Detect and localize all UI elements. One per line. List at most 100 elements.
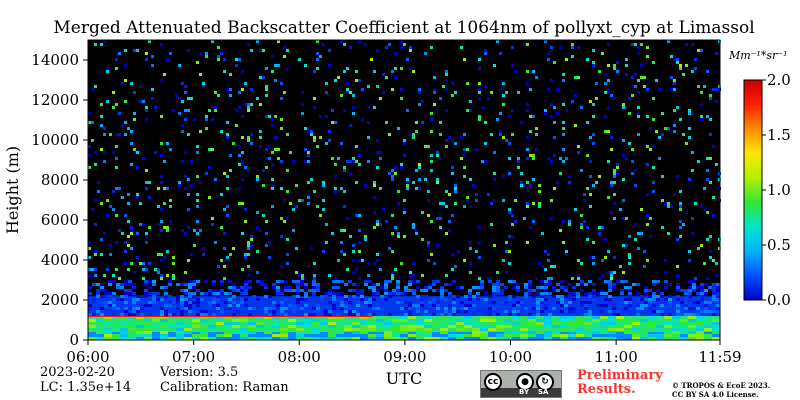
- heatmap-cell: [634, 238, 637, 241]
- heatmap-cell: [368, 334, 376, 337]
- heatmap-cell: [680, 328, 688, 331]
- heatmap-cell: [412, 280, 416, 283]
- heatmap-cell: [637, 133, 640, 136]
- heatmap-cell: [514, 70, 517, 73]
- heatmap-cell: [592, 64, 595, 67]
- heatmap-cell: [118, 187, 121, 190]
- heatmap-cell: [283, 199, 286, 202]
- heatmap-cell: [264, 283, 268, 286]
- heatmap-cell: [436, 244, 439, 247]
- heatmap-cell: [552, 325, 560, 328]
- heatmap-cell: [356, 301, 360, 304]
- heatmap-cell: [115, 145, 118, 148]
- heatmap-cell: [248, 322, 256, 325]
- heatmap-cell: [400, 319, 408, 322]
- heatmap-cell: [91, 208, 94, 211]
- heatmap-cell: [360, 319, 368, 322]
- heatmap-cell: [448, 193, 451, 196]
- heatmap-cell: [352, 283, 356, 286]
- heatmap-cell: [574, 76, 577, 79]
- heatmap-cell: [280, 310, 284, 313]
- heatmap-cell: [211, 148, 214, 151]
- heatmap-cell: [152, 325, 160, 328]
- heatmap-cell: [607, 106, 610, 109]
- heatmap-cell: [301, 103, 304, 106]
- heatmap-cell: [340, 187, 343, 190]
- heatmap-cell: [112, 307, 116, 310]
- heatmap-cell: [452, 280, 456, 283]
- heatmap-cell: [664, 307, 668, 310]
- heatmap-cell: [544, 334, 552, 337]
- heatmap-cell: [448, 283, 452, 286]
- heatmap-cell: [372, 292, 376, 295]
- heatmap-cell: [520, 334, 528, 337]
- heatmap-cell: [88, 322, 96, 325]
- heatmap-cell: [286, 238, 289, 241]
- heatmap-cell: [211, 217, 214, 220]
- heatmap-cell: [692, 283, 696, 286]
- heatmap-cell: [112, 190, 115, 193]
- heatmap-cell: [112, 298, 116, 301]
- heatmap-cell: [346, 82, 349, 85]
- heatmap-cell: [424, 316, 432, 319]
- heatmap-cell: [613, 217, 616, 220]
- heatmap-cell: [132, 298, 136, 301]
- heatmap-cell: [296, 292, 300, 295]
- heatmap-cell: [588, 295, 592, 298]
- footer-date: 2023-02-20: [40, 365, 115, 380]
- heatmap-cell: [528, 289, 532, 292]
- heatmap-cell: [277, 40, 280, 43]
- heatmap-cell: [688, 109, 691, 112]
- heatmap-cell: [580, 106, 583, 109]
- heatmap-cell: [404, 289, 408, 292]
- heatmap-cell: [274, 115, 277, 118]
- heatmap-cell: [625, 244, 628, 247]
- heatmap-cell: [152, 301, 156, 304]
- heatmap-cell: [595, 97, 598, 100]
- heatmap-cell: [595, 82, 598, 85]
- heatmap-cell: [320, 304, 324, 307]
- heatmap-cell: [704, 322, 712, 325]
- heatmap-cell: [565, 253, 568, 256]
- heatmap-cell: [502, 94, 505, 97]
- heatmap-cell: [88, 247, 91, 250]
- heatmap-cell: [712, 319, 720, 322]
- heatmap-cell: [576, 292, 580, 295]
- heatmap-cell: [349, 160, 352, 163]
- heatmap-cell: [172, 304, 176, 307]
- heatmap-cell: [274, 79, 277, 82]
- heatmap-cell: [616, 172, 619, 175]
- heatmap-cell: [499, 130, 502, 133]
- heatmap-cell: [127, 235, 130, 238]
- heatmap-cell: [694, 67, 697, 70]
- heatmap-cell: [592, 331, 600, 334]
- heatmap-cell: [664, 331, 672, 334]
- heatmap-cell: [384, 298, 388, 301]
- heatmap-cell: [466, 109, 469, 112]
- heatmap-cell: [502, 175, 505, 178]
- heatmap-cell: [660, 310, 664, 313]
- heatmap-cell: [613, 256, 616, 259]
- heatmap-cell: [240, 301, 244, 304]
- heatmap-cell: [348, 295, 352, 298]
- heatmap-cell: [696, 325, 704, 328]
- heatmap-cell: [211, 118, 214, 121]
- heatmap-cell: [415, 232, 418, 235]
- x-tick-label: 07:00: [172, 348, 215, 366]
- heatmap-cell: [217, 265, 220, 268]
- heatmap-cell: [265, 157, 268, 160]
- heatmap-cell: [128, 316, 136, 319]
- heatmap-cell: [164, 292, 168, 295]
- heatmap-cell: [451, 268, 454, 271]
- heatmap-cell: [235, 124, 238, 127]
- heatmap-cell: [163, 73, 166, 76]
- heatmap-cell: [668, 298, 672, 301]
- heatmap-cell: [664, 259, 667, 262]
- heatmap-cell: [192, 301, 196, 304]
- heatmap-cell: [440, 286, 444, 289]
- heatmap-cell: [424, 319, 432, 322]
- heatmap-cell: [511, 223, 514, 226]
- heatmap-cell: [493, 178, 496, 181]
- heatmap-cell: [240, 289, 244, 292]
- heatmap-cell: [343, 166, 346, 169]
